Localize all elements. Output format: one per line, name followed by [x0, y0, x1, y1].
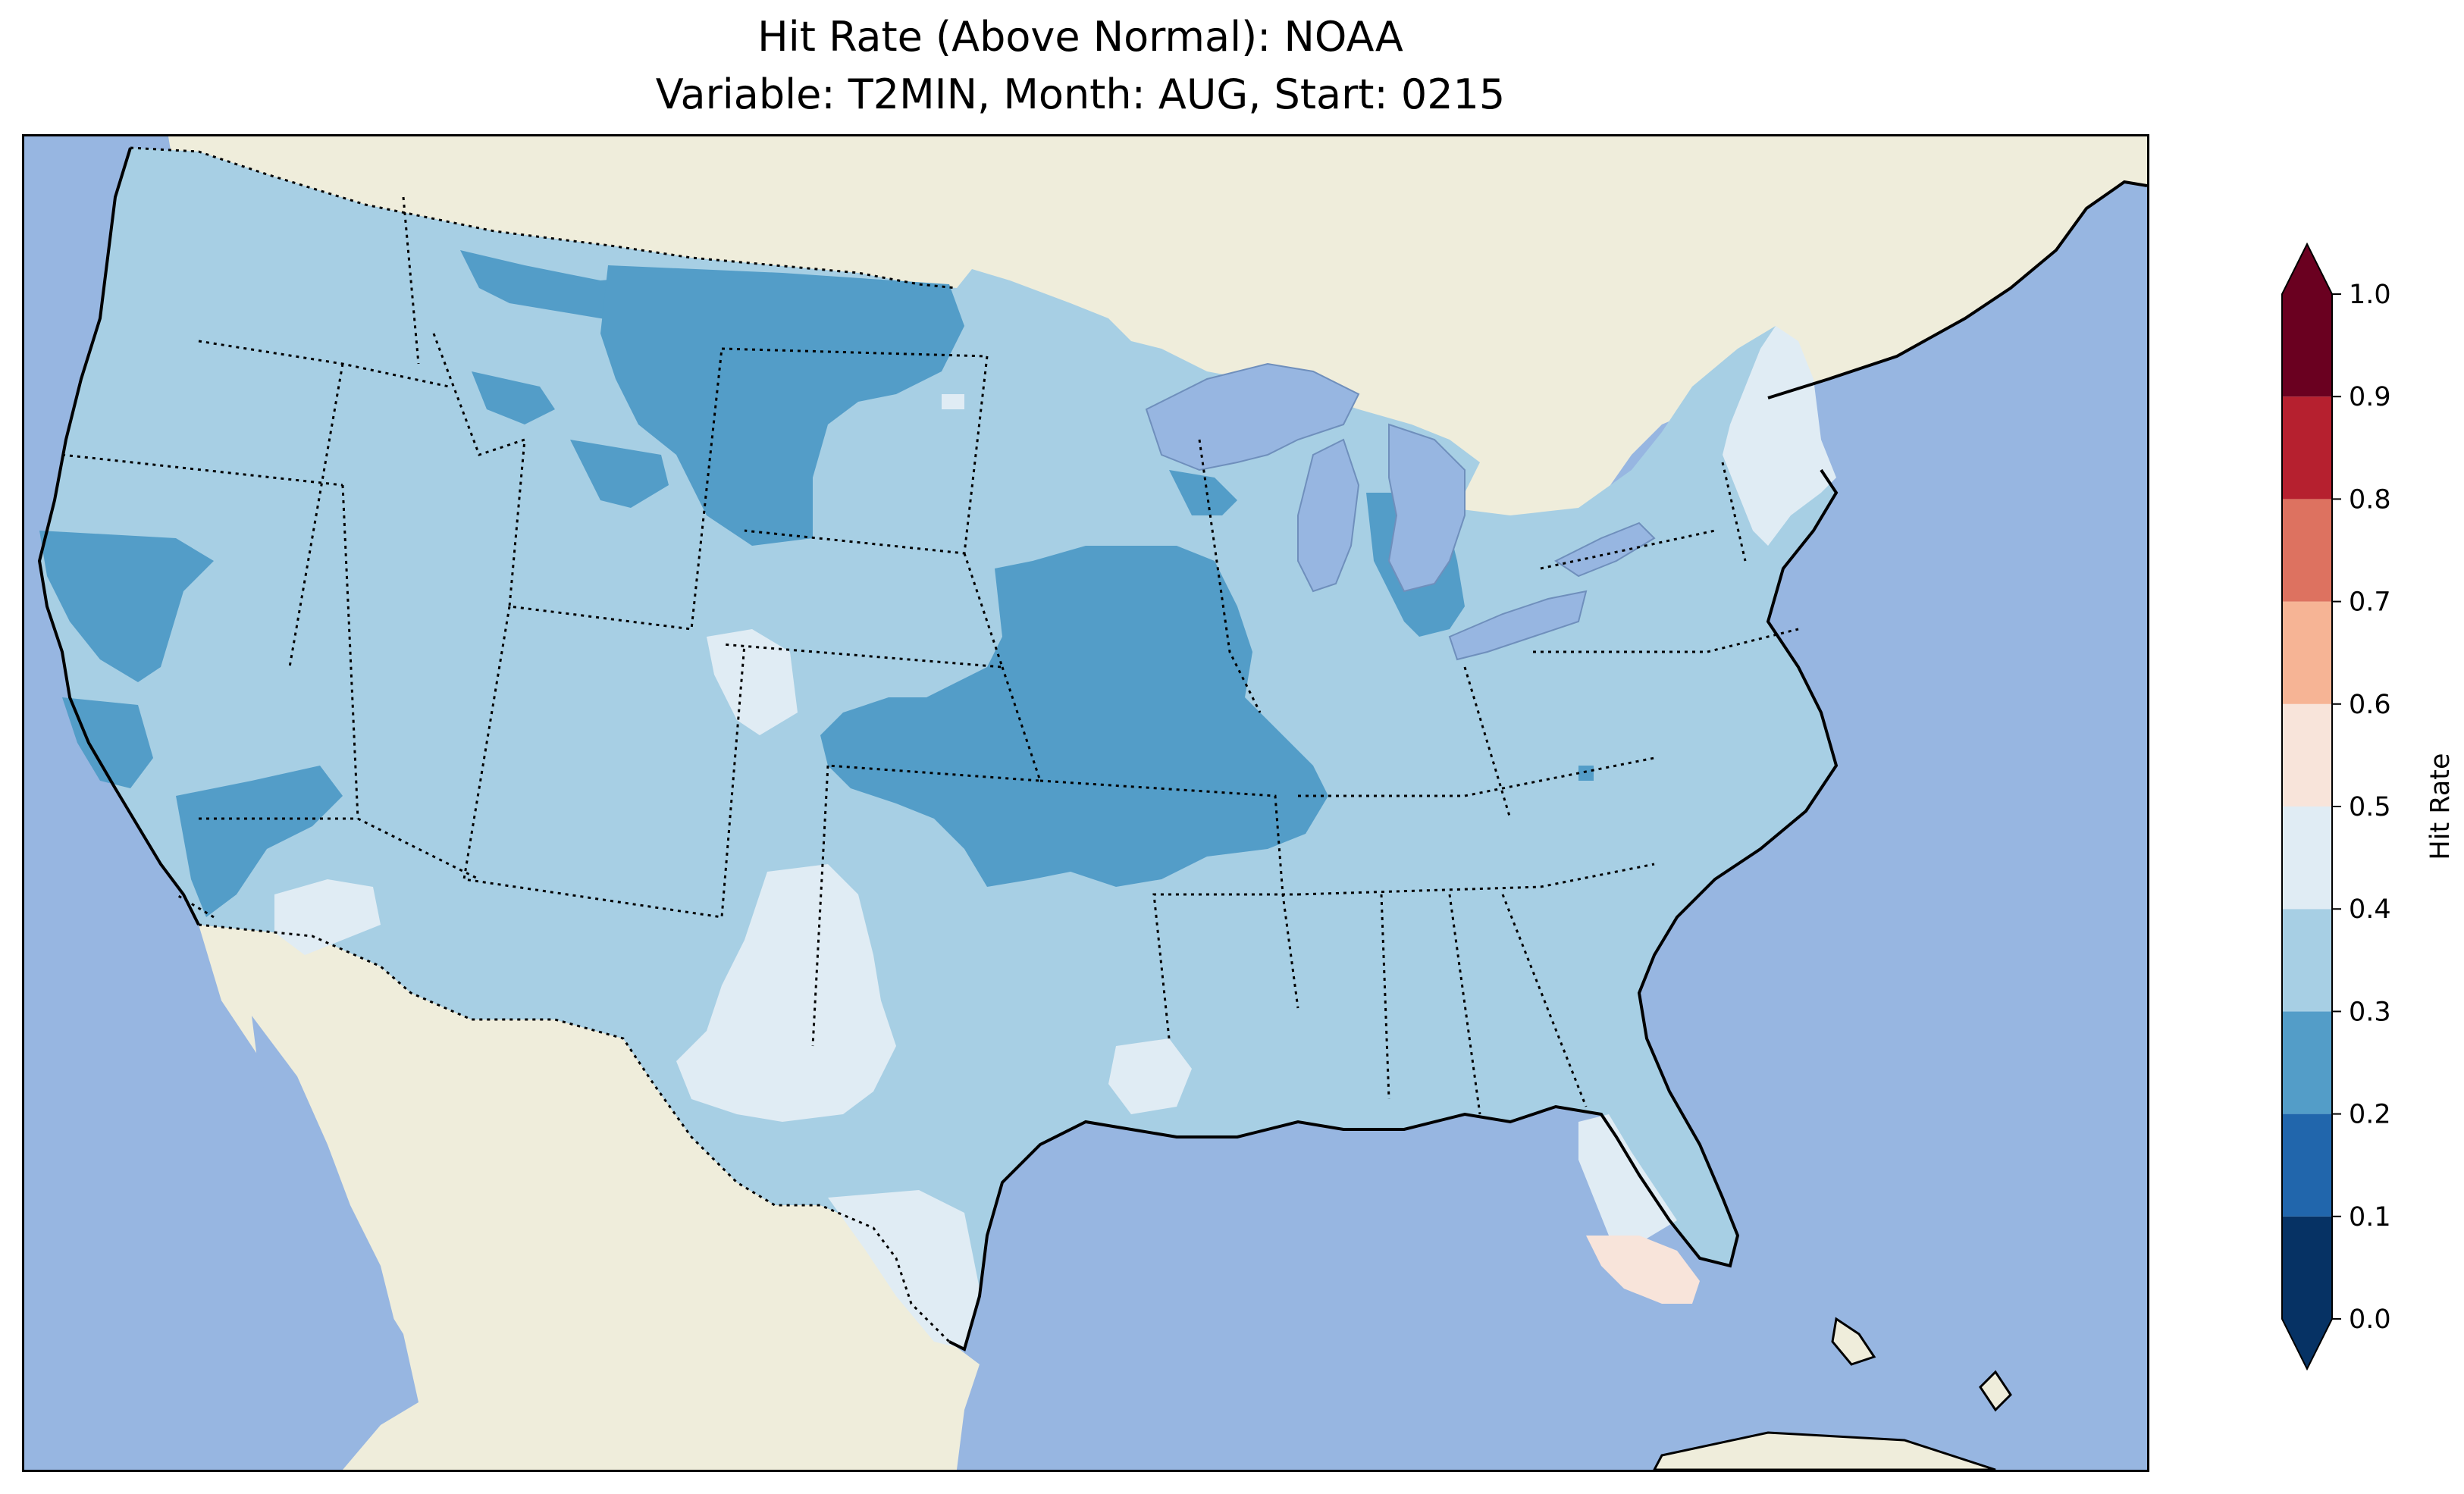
gulf-of-california	[252, 1016, 396, 1364]
colorbar-bin-8	[2282, 396, 2332, 500]
map-panel	[22, 134, 2149, 1472]
colorbar-tick-label: 0.0	[2349, 1305, 2391, 1335]
colorbar-extend-low	[2282, 1319, 2332, 1369]
colorbar-bin-7	[2282, 499, 2332, 602]
colorbar-bin-0	[2282, 1216, 2332, 1319]
map-subtitle: Variable: T2MIN, Month: AUG, Start: 0215	[655, 70, 1506, 118]
colorbar-tick-label: 0.8	[2349, 484, 2391, 515]
hit-rate-0.4-0.5-regions	[274, 326, 1836, 1349]
colorbar-tick-label: 0.6	[2349, 690, 2391, 720]
state-boundaries	[61, 196, 1799, 1115]
colorbar-bin-2	[2282, 1011, 2332, 1114]
colorbar-bin-1	[2282, 1113, 2332, 1217]
colorbar-tick-label: 0.4	[2349, 894, 2391, 925]
colorbar-bin-4	[2282, 807, 2332, 910]
colorbar-tick-label: 0.5	[2349, 792, 2391, 822]
mexico-land	[199, 925, 980, 1470]
colorbar-tick-label: 0.7	[2349, 587, 2391, 618]
coastlines	[37, 147, 2147, 1351]
colorbar-bin-9	[2282, 294, 2332, 397]
colorbar-tick-label: 1.0	[2349, 280, 2391, 310]
colorbar-tick-label: 0.1	[2349, 1202, 2391, 1232]
colorbar-bin-3	[2282, 909, 2332, 1012]
great-lakes	[1145, 362, 1656, 661]
hit-rate-0.2-0.3-regions	[39, 250, 1594, 917]
caribbean-islands	[1653, 1317, 2012, 1470]
map-title: Hit Rate (Above Normal): NOAA	[757, 13, 1403, 61]
map-canvas	[24, 136, 2147, 1470]
colorbar-tick-label: 0.2	[2349, 1100, 2391, 1130]
hit-rate-0.5-0.6-region	[1586, 1236, 1700, 1304]
colorbar-bin-5	[2282, 703, 2332, 807]
colorbar-label: Hit Rate	[2425, 753, 2456, 860]
colorbar-extend-high	[2282, 244, 2332, 294]
colorbar-bin-6	[2282, 601, 2332, 704]
colorbar-tick-label: 0.3	[2349, 997, 2391, 1027]
colorbar-tick-label: 0.9	[2349, 382, 2391, 412]
